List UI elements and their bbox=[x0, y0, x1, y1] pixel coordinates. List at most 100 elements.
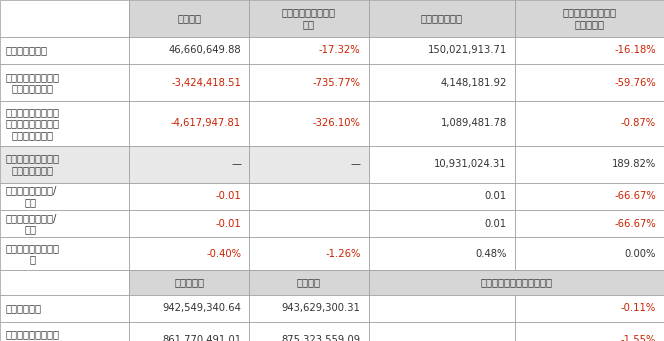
Text: 归属于上市公司股东
的扣除非经常性损益
的净利润（元）: 归属于上市公司股东 的扣除非经常性损益 的净利润（元） bbox=[5, 107, 59, 140]
Bar bbox=[0, 237, 129, 270]
Text: -1.26%: -1.26% bbox=[325, 249, 361, 259]
Text: 年初至报告期末: 年初至报告期末 bbox=[420, 13, 463, 24]
Bar bbox=[249, 0, 369, 37]
Bar bbox=[515, 0, 664, 37]
Bar bbox=[515, 237, 664, 270]
Bar bbox=[369, 37, 515, 64]
Text: 46,660,649.88: 46,660,649.88 bbox=[169, 45, 241, 56]
Bar bbox=[249, 322, 369, 341]
Text: 基本每股收益（元/
股）: 基本每股收益（元/ 股） bbox=[5, 186, 56, 207]
Bar bbox=[249, 64, 369, 101]
Bar bbox=[515, 101, 664, 146]
Bar bbox=[0, 101, 129, 146]
Bar bbox=[369, 237, 515, 270]
Bar bbox=[0, 270, 129, 295]
Text: —: — bbox=[351, 159, 361, 169]
Text: -735.77%: -735.77% bbox=[313, 77, 361, 88]
Bar bbox=[515, 183, 664, 210]
Text: -0.01: -0.01 bbox=[215, 191, 241, 202]
Text: 943,629,300.31: 943,629,300.31 bbox=[282, 303, 361, 313]
Bar bbox=[369, 270, 664, 295]
Bar bbox=[129, 37, 249, 64]
Bar bbox=[249, 101, 369, 146]
Text: 10,931,024.31: 10,931,024.31 bbox=[434, 159, 507, 169]
Bar bbox=[369, 146, 515, 183]
Bar bbox=[129, 237, 249, 270]
Text: -66.67%: -66.67% bbox=[614, 219, 656, 229]
Text: 942,549,340.64: 942,549,340.64 bbox=[162, 303, 241, 313]
Text: 本报告期末: 本报告期末 bbox=[174, 277, 205, 287]
Bar bbox=[129, 64, 249, 101]
Bar bbox=[249, 237, 369, 270]
Bar bbox=[0, 295, 129, 322]
Text: 本报告期: 本报告期 bbox=[177, 13, 201, 24]
Text: 年初至报告期末比上
年同期增减: 年初至报告期末比上 年同期增减 bbox=[562, 8, 616, 29]
Text: 0.48%: 0.48% bbox=[475, 249, 507, 259]
Bar bbox=[515, 146, 664, 183]
Bar bbox=[129, 146, 249, 183]
Bar bbox=[515, 64, 664, 101]
Bar bbox=[0, 0, 129, 37]
Text: -0.11%: -0.11% bbox=[621, 303, 656, 313]
Text: 总资产（元）: 总资产（元） bbox=[5, 303, 41, 313]
Text: 加权平均净资产收益
率: 加权平均净资产收益 率 bbox=[5, 243, 59, 265]
Text: -59.76%: -59.76% bbox=[614, 77, 656, 88]
Text: 150,021,913.71: 150,021,913.71 bbox=[428, 45, 507, 56]
Text: 0.00%: 0.00% bbox=[625, 249, 656, 259]
Bar bbox=[0, 64, 129, 101]
Text: -17.32%: -17.32% bbox=[319, 45, 361, 56]
Text: 0.01: 0.01 bbox=[485, 191, 507, 202]
Text: -0.87%: -0.87% bbox=[621, 118, 656, 129]
Text: -326.10%: -326.10% bbox=[313, 118, 361, 129]
Bar bbox=[129, 295, 249, 322]
Bar bbox=[0, 183, 129, 210]
Bar bbox=[0, 210, 129, 237]
Bar bbox=[129, 183, 249, 210]
Text: 875,323,559.09: 875,323,559.09 bbox=[282, 335, 361, 341]
Text: 本报告期比上年同期
增减: 本报告期比上年同期 增减 bbox=[282, 8, 336, 29]
Text: -16.18%: -16.18% bbox=[614, 45, 656, 56]
Bar bbox=[249, 37, 369, 64]
Bar bbox=[369, 0, 515, 37]
Bar bbox=[515, 295, 664, 322]
Text: -0.40%: -0.40% bbox=[206, 249, 241, 259]
Text: 归属于上市公司股东
的所有者权益（元）: 归属于上市公司股东 的所有者权益（元） bbox=[5, 329, 59, 341]
Text: 上年度末: 上年度末 bbox=[297, 277, 321, 287]
Text: 稀释每股收益（元/
股）: 稀释每股收益（元/ 股） bbox=[5, 213, 56, 235]
Bar bbox=[369, 295, 515, 322]
Bar bbox=[515, 210, 664, 237]
Bar bbox=[129, 210, 249, 237]
Bar bbox=[515, 322, 664, 341]
Text: -3,424,418.51: -3,424,418.51 bbox=[171, 77, 241, 88]
Bar bbox=[129, 101, 249, 146]
Text: 本报告期末比上年度末增减: 本报告期末比上年度末增减 bbox=[480, 277, 552, 287]
Bar bbox=[249, 183, 369, 210]
Bar bbox=[0, 322, 129, 341]
Text: 0.01: 0.01 bbox=[485, 219, 507, 229]
Text: -4,617,947.81: -4,617,947.81 bbox=[171, 118, 241, 129]
Bar bbox=[129, 322, 249, 341]
Bar bbox=[249, 210, 369, 237]
Bar bbox=[369, 183, 515, 210]
Text: 营业收入（元）: 营业收入（元） bbox=[5, 45, 47, 56]
Bar bbox=[369, 322, 515, 341]
Text: -1.55%: -1.55% bbox=[621, 335, 656, 341]
Text: -66.67%: -66.67% bbox=[614, 191, 656, 202]
Bar bbox=[369, 101, 515, 146]
Text: 861,770,491.01: 861,770,491.01 bbox=[162, 335, 241, 341]
Text: 189.82%: 189.82% bbox=[612, 159, 656, 169]
Bar bbox=[369, 64, 515, 101]
Text: 归属于上市公司股东
的净利润（元）: 归属于上市公司股东 的净利润（元） bbox=[5, 72, 59, 93]
Bar bbox=[369, 210, 515, 237]
Bar bbox=[0, 37, 129, 64]
Bar bbox=[249, 295, 369, 322]
Bar bbox=[129, 270, 249, 295]
Text: —: — bbox=[231, 159, 241, 169]
Bar bbox=[249, 270, 369, 295]
Text: 4,148,181.92: 4,148,181.92 bbox=[440, 77, 507, 88]
Bar bbox=[515, 37, 664, 64]
Bar bbox=[249, 146, 369, 183]
Text: 1,089,481.78: 1,089,481.78 bbox=[440, 118, 507, 129]
Text: -0.01: -0.01 bbox=[215, 219, 241, 229]
Bar bbox=[129, 0, 249, 37]
